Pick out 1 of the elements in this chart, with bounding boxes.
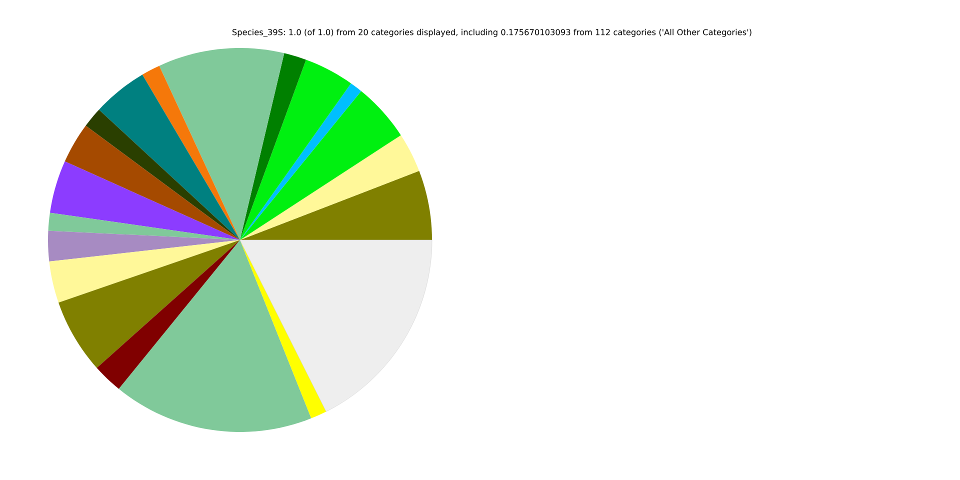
text: Species_39S: 1.0 (of 1.0) from 20 categories displayed, including 0.175670103093 from 112 categories ('All Other Categories') [232, 28, 752, 38]
